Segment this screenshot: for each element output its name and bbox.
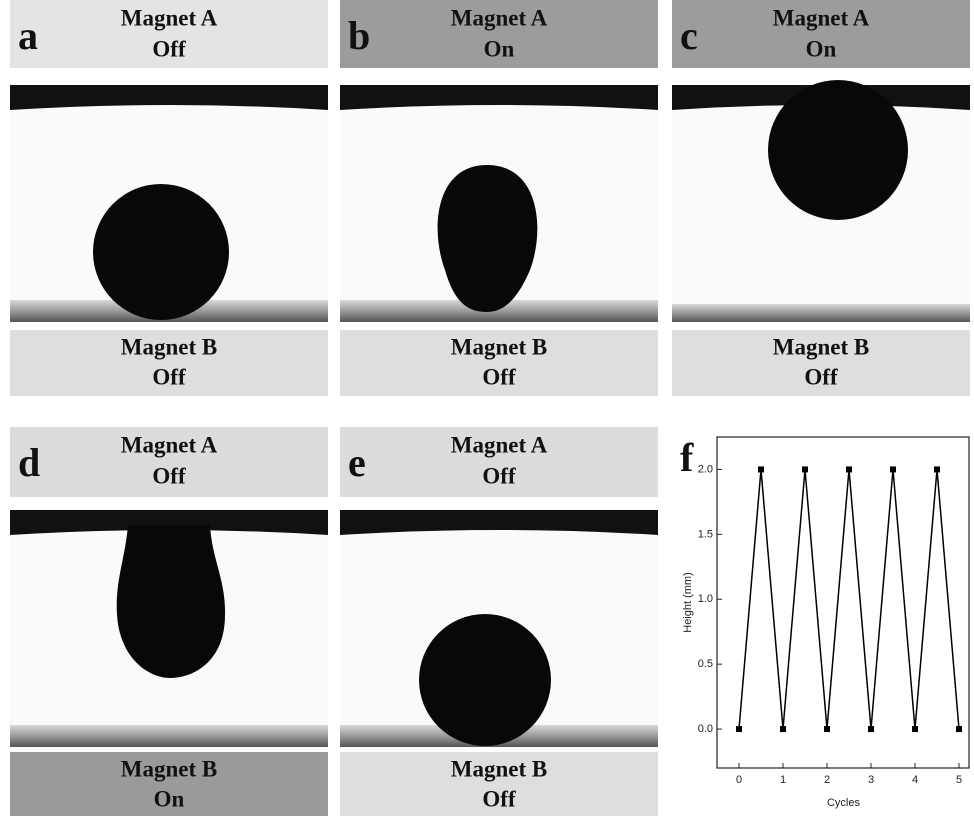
magnet-b-state: Off — [152, 364, 186, 389]
data-point — [824, 726, 830, 732]
data-point — [890, 466, 896, 472]
data-line — [739, 469, 959, 729]
magnet-a-state: Off — [152, 463, 186, 488]
magnet-a-state: Off — [152, 36, 186, 61]
x-tick-label: 5 — [956, 774, 962, 786]
magnet-a-state: On — [806, 36, 837, 61]
data-point — [846, 466, 852, 472]
data-point — [780, 726, 786, 732]
magnet-a-name: Magnet A — [451, 5, 548, 30]
data-point — [802, 466, 808, 472]
x-axis-label: Cycles — [827, 797, 861, 809]
magnet-b-name: Magnet B — [773, 334, 869, 359]
magnet-a-name: Magnet A — [773, 5, 870, 30]
figure: a Magnet A Off Magnet B Off b Magnet A On Magnet… — [0, 0, 974, 816]
panel-label: f — [680, 435, 694, 480]
magnet-a-name: Magnet A — [121, 5, 218, 30]
y-tick-label: 1.5 — [698, 528, 713, 540]
data-point — [934, 466, 940, 472]
panel-label: d — [18, 440, 40, 485]
y-tick-label: 2.0 — [698, 463, 713, 475]
x-tick-label: 0 — [736, 774, 742, 786]
magnet-a-state: On — [484, 36, 515, 61]
magnet-b-state: On — [154, 786, 185, 811]
x-tick-label: 2 — [824, 774, 830, 786]
magnet-a-name: Magnet A — [121, 432, 218, 457]
y-tick-label: 0.5 — [698, 658, 713, 670]
panel-label: e — [348, 440, 366, 485]
magnet-a-name: Magnet A — [451, 432, 548, 457]
plot-frame — [717, 437, 969, 768]
x-tick-label: 1 — [780, 774, 786, 786]
panel-label: b — [348, 13, 370, 58]
magnet-b-name: Magnet B — [451, 756, 547, 781]
data-point — [736, 726, 742, 732]
magnet-b-name: Magnet B — [121, 756, 217, 781]
data-point — [912, 726, 918, 732]
y-axis-label: Height (mm) — [682, 572, 694, 633]
y-tick-label: 0.0 — [698, 723, 713, 735]
droplet-images — [10, 80, 970, 747]
panel-label: a — [18, 13, 38, 58]
x-tick-label: 3 — [868, 774, 874, 786]
magnet-a-state: Off — [482, 463, 516, 488]
data-point — [956, 726, 962, 732]
magnet-b-name: Magnet B — [451, 334, 547, 359]
x-tick-label: 4 — [912, 774, 918, 786]
magnet-b-name: Magnet B — [121, 334, 217, 359]
data-point — [758, 466, 764, 472]
data-point — [868, 726, 874, 732]
magnet-b-state: Off — [482, 786, 516, 811]
panel-label: c — [680, 13, 698, 58]
magnet-b-state: Off — [804, 364, 838, 389]
y-tick-label: 1.0 — [698, 593, 713, 605]
magnet-b-state: Off — [482, 364, 516, 389]
